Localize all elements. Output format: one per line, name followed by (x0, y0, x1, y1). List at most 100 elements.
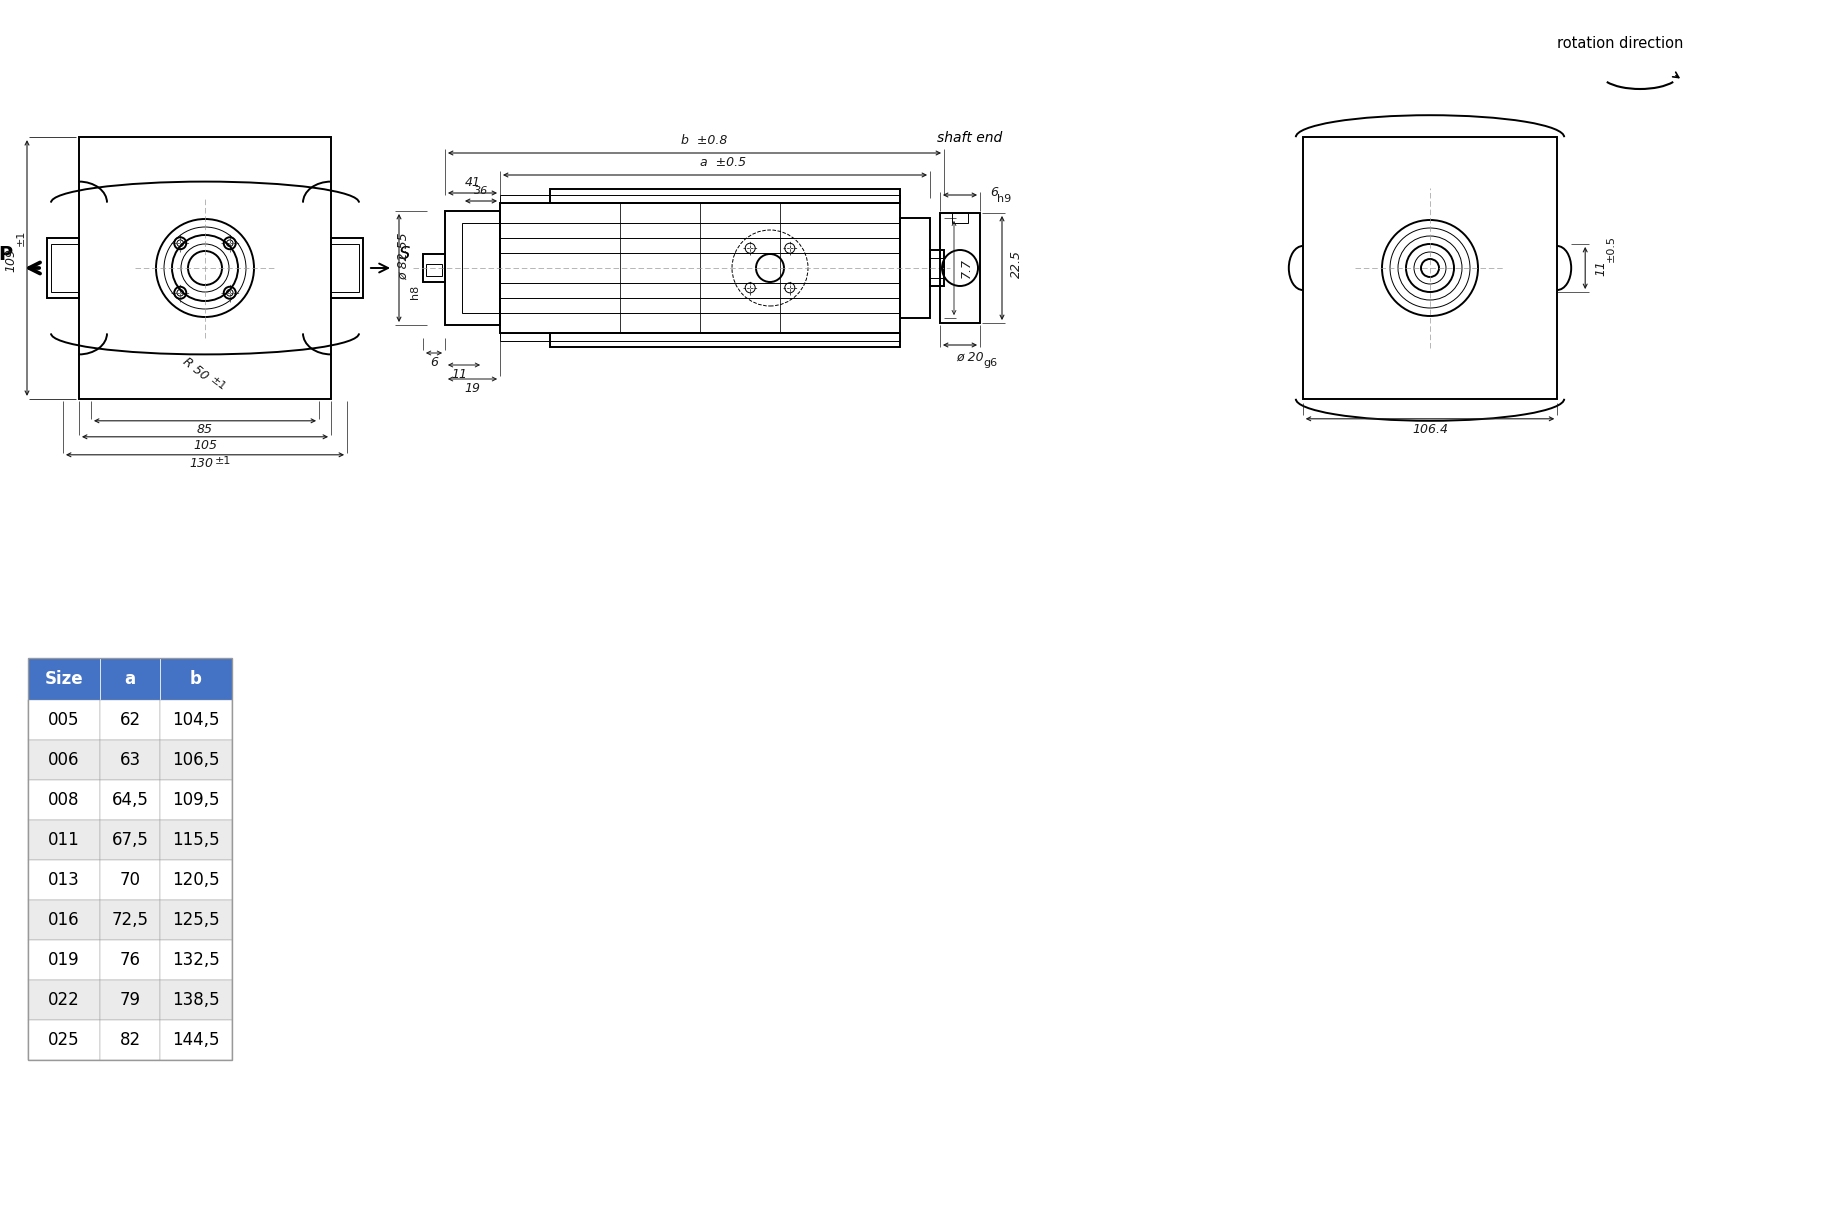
Bar (27, 780, 101, 820)
Text: rotation direction: rotation direction (1557, 36, 1684, 50)
Text: 7.7: 7.7 (960, 258, 973, 278)
Bar (79, 138, 332, 399)
Text: Size: Size (44, 670, 82, 688)
Bar (931, 258, 943, 278)
Text: 19: 19 (465, 382, 480, 395)
Text: 130: 130 (189, 457, 213, 470)
Bar (27, 900, 101, 939)
Text: 006: 006 (48, 752, 81, 769)
Bar (423, 254, 445, 282)
Bar (500, 333, 900, 341)
Bar (500, 203, 900, 333)
Bar (159, 780, 233, 820)
Bar (462, 223, 500, 313)
Bar (27, 1020, 101, 1060)
Text: 013: 013 (48, 871, 81, 889)
Text: b: b (191, 670, 202, 688)
Bar (332, 238, 363, 298)
Text: 70: 70 (119, 871, 141, 889)
Text: ±1: ±1 (16, 230, 26, 246)
Text: ±1: ±1 (209, 375, 227, 393)
Bar (101, 780, 159, 820)
Text: 79: 79 (119, 991, 141, 1009)
Text: ø 20: ø 20 (956, 350, 984, 363)
Text: S: S (399, 246, 410, 263)
Text: 109: 109 (4, 248, 18, 271)
Text: shaft end: shaft end (938, 131, 1002, 145)
Text: g6: g6 (984, 359, 997, 368)
Text: 138,5: 138,5 (172, 991, 220, 1009)
Text: 6: 6 (989, 185, 998, 199)
Text: 105: 105 (192, 440, 216, 452)
Text: a: a (125, 670, 136, 688)
Bar (27, 980, 101, 1020)
Bar (101, 1020, 159, 1060)
Bar (940, 212, 980, 323)
Text: 106,5: 106,5 (172, 752, 220, 769)
Bar (27, 658, 101, 700)
Bar (101, 900, 159, 939)
Text: 41: 41 (465, 176, 480, 189)
Bar (27, 658, 233, 1060)
Bar (427, 264, 442, 276)
Text: 63: 63 (119, 752, 141, 769)
Text: 64,5: 64,5 (112, 791, 148, 809)
Text: 85: 85 (198, 424, 213, 436)
Text: 125,5: 125,5 (172, 911, 220, 930)
Text: 019: 019 (48, 950, 81, 969)
Bar (1303, 138, 1557, 399)
Text: 016: 016 (48, 911, 81, 930)
Bar (159, 1020, 233, 1060)
Bar (101, 860, 159, 900)
Bar (101, 658, 159, 700)
Bar (445, 211, 500, 325)
Text: 115,5: 115,5 (172, 831, 220, 849)
Bar (27, 740, 101, 780)
Bar (931, 251, 943, 286)
Bar (159, 740, 233, 780)
Text: 62: 62 (119, 711, 141, 729)
Bar (27, 700, 101, 740)
Text: 22.5: 22.5 (1009, 251, 1022, 278)
Text: 011: 011 (48, 831, 81, 849)
Text: ±0.5: ±0.5 (1607, 235, 1616, 262)
Bar (159, 700, 233, 740)
Bar (953, 212, 967, 223)
Bar (101, 939, 159, 980)
Text: 025: 025 (48, 1032, 81, 1049)
Bar (159, 939, 233, 980)
Text: 120,5: 120,5 (172, 871, 220, 889)
Text: 82: 82 (119, 1032, 141, 1049)
Bar (500, 195, 900, 203)
Text: 132,5: 132,5 (172, 950, 220, 969)
Text: 104,5: 104,5 (172, 711, 220, 729)
Bar (332, 244, 359, 292)
Bar (101, 980, 159, 1020)
Bar (159, 658, 233, 700)
Text: h9: h9 (997, 194, 1011, 204)
Text: h8: h8 (410, 285, 420, 300)
Text: ±1: ±1 (214, 456, 231, 465)
Text: 022: 022 (48, 991, 81, 1009)
Bar (51, 244, 79, 292)
Text: 008: 008 (48, 791, 81, 809)
Bar (27, 860, 101, 900)
Text: 106.4: 106.4 (1412, 424, 1447, 436)
Bar (27, 820, 101, 860)
Text: 11: 11 (1594, 260, 1608, 276)
Text: 6: 6 (431, 356, 438, 370)
Text: 36: 36 (474, 185, 487, 196)
Text: 144,5: 144,5 (172, 1032, 220, 1049)
Bar (900, 219, 931, 318)
Text: R 50: R 50 (180, 355, 211, 383)
Bar (550, 333, 900, 348)
Text: a  ±0.5: a ±0.5 (700, 156, 746, 169)
Bar (159, 820, 233, 860)
Bar (101, 820, 159, 860)
Text: 76: 76 (119, 950, 141, 969)
Bar (159, 860, 233, 900)
Bar (48, 238, 79, 298)
Text: 11: 11 (451, 368, 467, 382)
Text: 67,5: 67,5 (112, 831, 148, 849)
Text: ø 82.55: ø 82.55 (396, 232, 410, 280)
